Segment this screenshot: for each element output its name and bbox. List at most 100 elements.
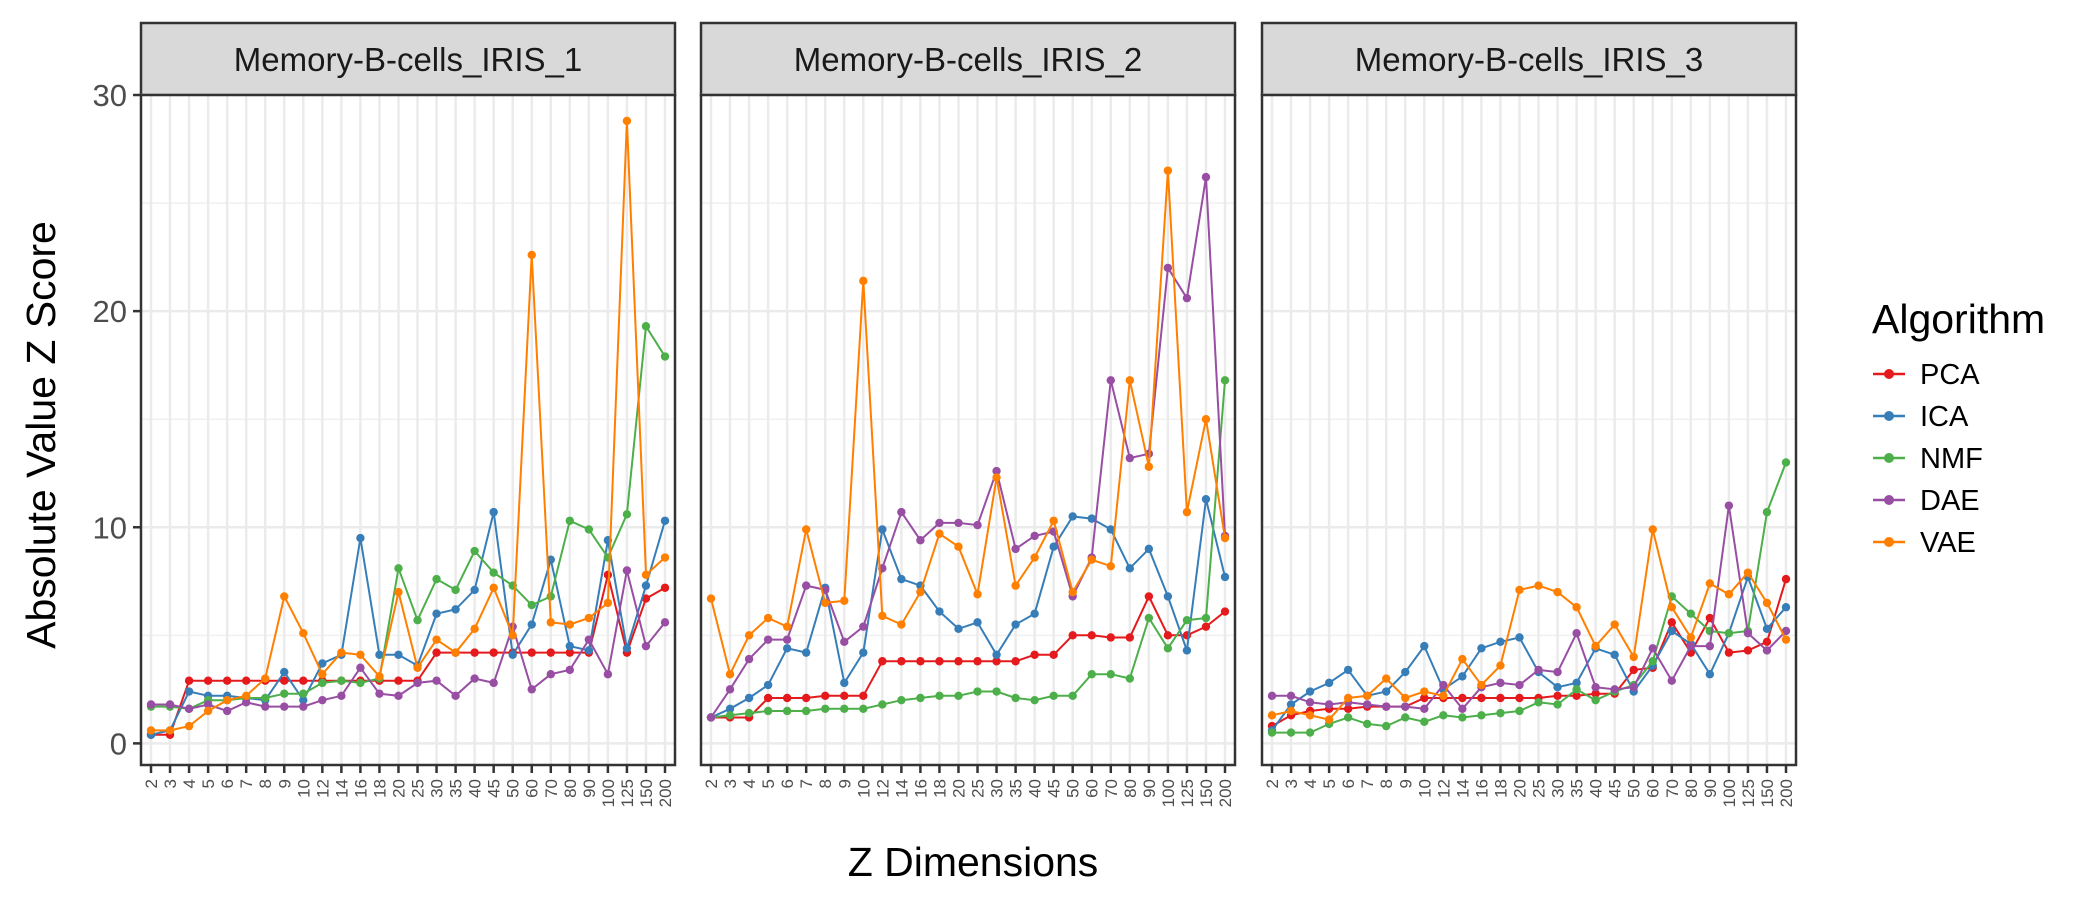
x-tick-label: 35 bbox=[447, 779, 466, 798]
x-tick-label: 125 bbox=[1178, 779, 1197, 807]
data-point-ica bbox=[565, 641, 575, 651]
data-point-nmf bbox=[641, 322, 651, 331]
data-point-vae bbox=[318, 670, 327, 679]
data-point-dae bbox=[1286, 691, 1296, 701]
data-point-ica bbox=[840, 678, 849, 688]
x-tick-label: 9 bbox=[1396, 779, 1415, 788]
legend-items: PCA ICA NMF DAE VAE bbox=[1873, 359, 1983, 559]
data-point-vae bbox=[1591, 641, 1600, 651]
x-tick-label: 35 bbox=[1007, 779, 1026, 798]
data-point-ica bbox=[527, 620, 536, 629]
x-tick-label: 200 bbox=[656, 779, 675, 807]
data-point-nmf bbox=[1286, 728, 1296, 737]
data-point-dae bbox=[489, 678, 498, 688]
data-point-nmf bbox=[954, 691, 963, 701]
data-point-dae bbox=[763, 635, 773, 644]
data-point-pca bbox=[1011, 657, 1020, 666]
data-point-ica bbox=[1286, 700, 1296, 709]
x-tick-label: 18 bbox=[1491, 779, 1510, 798]
data-point-vae bbox=[1382, 674, 1391, 683]
data-point-dae bbox=[394, 691, 403, 701]
data-point-dae bbox=[706, 713, 716, 722]
data-point-vae bbox=[1011, 581, 1020, 590]
data-point-pca bbox=[1724, 648, 1734, 657]
series-line-nmf bbox=[1272, 462, 1787, 734]
data-point-pca bbox=[801, 693, 811, 703]
data-point-dae bbox=[1572, 628, 1581, 638]
data-point-pca bbox=[546, 648, 555, 657]
data-point-ica bbox=[1420, 641, 1429, 651]
plot-background bbox=[141, 95, 675, 765]
data-point-vae bbox=[622, 116, 632, 126]
x-tick-label: 20 bbox=[1511, 779, 1530, 798]
series-line-vae bbox=[710, 170, 1226, 678]
data-point-ica bbox=[1087, 514, 1096, 523]
data-point-dae bbox=[1648, 644, 1657, 653]
data-point-vae bbox=[878, 611, 887, 621]
data-point-pca bbox=[840, 691, 849, 701]
data-point-nmf bbox=[1686, 609, 1696, 618]
data-point-vae bbox=[706, 594, 716, 603]
data-point-pca bbox=[1343, 704, 1353, 714]
data-point-vae bbox=[1458, 654, 1467, 664]
data-point-ica bbox=[1572, 678, 1581, 688]
series-line-dae bbox=[1272, 505, 1787, 711]
facet-strip bbox=[139, 21, 677, 97]
panel-border bbox=[1260, 93, 1798, 767]
data-point-nmf bbox=[1049, 691, 1058, 701]
data-point-vae bbox=[1087, 555, 1096, 564]
data-point-nmf bbox=[1144, 613, 1154, 623]
plot-background bbox=[701, 95, 1235, 765]
data-point-ica bbox=[1762, 624, 1772, 634]
data-point-vae bbox=[1572, 603, 1581, 612]
data-point-pca bbox=[859, 691, 868, 701]
data-point-pca bbox=[1163, 631, 1173, 640]
data-point-nmf bbox=[470, 546, 479, 556]
data-point-vae bbox=[1439, 691, 1448, 701]
data-point-ica bbox=[897, 574, 906, 584]
data-point-vae bbox=[954, 542, 963, 551]
data-point-pca bbox=[782, 693, 792, 703]
data-point-dae bbox=[744, 654, 754, 664]
x-tick-label: 10 bbox=[854, 779, 873, 798]
data-point-ica bbox=[184, 687, 194, 696]
data-point-dae bbox=[1362, 700, 1372, 709]
data-point-dae bbox=[318, 695, 327, 705]
x-tick-label: 6 bbox=[1339, 779, 1358, 788]
data-point-pca bbox=[1125, 633, 1135, 642]
data-point-ica bbox=[1401, 667, 1410, 677]
data-point-nmf bbox=[763, 706, 773, 716]
legend-item-ica: ICA bbox=[1873, 401, 1969, 433]
data-point-vae bbox=[1724, 590, 1734, 599]
x-tick-label: 4 bbox=[180, 779, 199, 788]
data-point-nmf bbox=[337, 676, 346, 685]
data-point-ica bbox=[1030, 609, 1039, 618]
facet-panel: Memory-B-cells_IRIS_22 3 4 5 6 7 8 9 10 12 14 16 18 2… bbox=[699, 21, 1237, 807]
data-point-pca bbox=[1629, 665, 1638, 675]
series-line-vae bbox=[1271, 529, 1787, 721]
data-point-nmf bbox=[1496, 708, 1505, 718]
data-point-dae bbox=[1401, 702, 1410, 711]
data-point-pca bbox=[897, 657, 906, 666]
legend-item-nmf: NMF bbox=[1873, 443, 1983, 475]
data-point-nmf bbox=[1182, 615, 1192, 625]
data-point-nmf bbox=[1534, 698, 1543, 707]
data-point-vae bbox=[375, 672, 384, 681]
data-point-dae bbox=[184, 704, 194, 714]
data-point-vae bbox=[1610, 620, 1619, 629]
data-point-dae bbox=[1439, 680, 1448, 690]
data-point-ica bbox=[546, 555, 555, 564]
x-tick-label: 3 bbox=[1282, 779, 1301, 788]
data-point-nmf bbox=[299, 689, 308, 698]
data-point-nmf bbox=[489, 568, 498, 577]
data-point-ica bbox=[1343, 665, 1353, 675]
data-point-vae bbox=[1515, 585, 1524, 595]
legend-label: PCA bbox=[1920, 359, 1980, 391]
x-tick-label: 40 bbox=[1026, 779, 1045, 798]
x-tick-label: 18 bbox=[930, 779, 949, 798]
data-point-pca bbox=[1705, 613, 1715, 623]
data-point-vae bbox=[1220, 533, 1230, 543]
x-tick-label: 45 bbox=[1606, 779, 1625, 798]
data-point-nmf bbox=[1515, 706, 1524, 716]
data-point-pca bbox=[1477, 693, 1486, 703]
